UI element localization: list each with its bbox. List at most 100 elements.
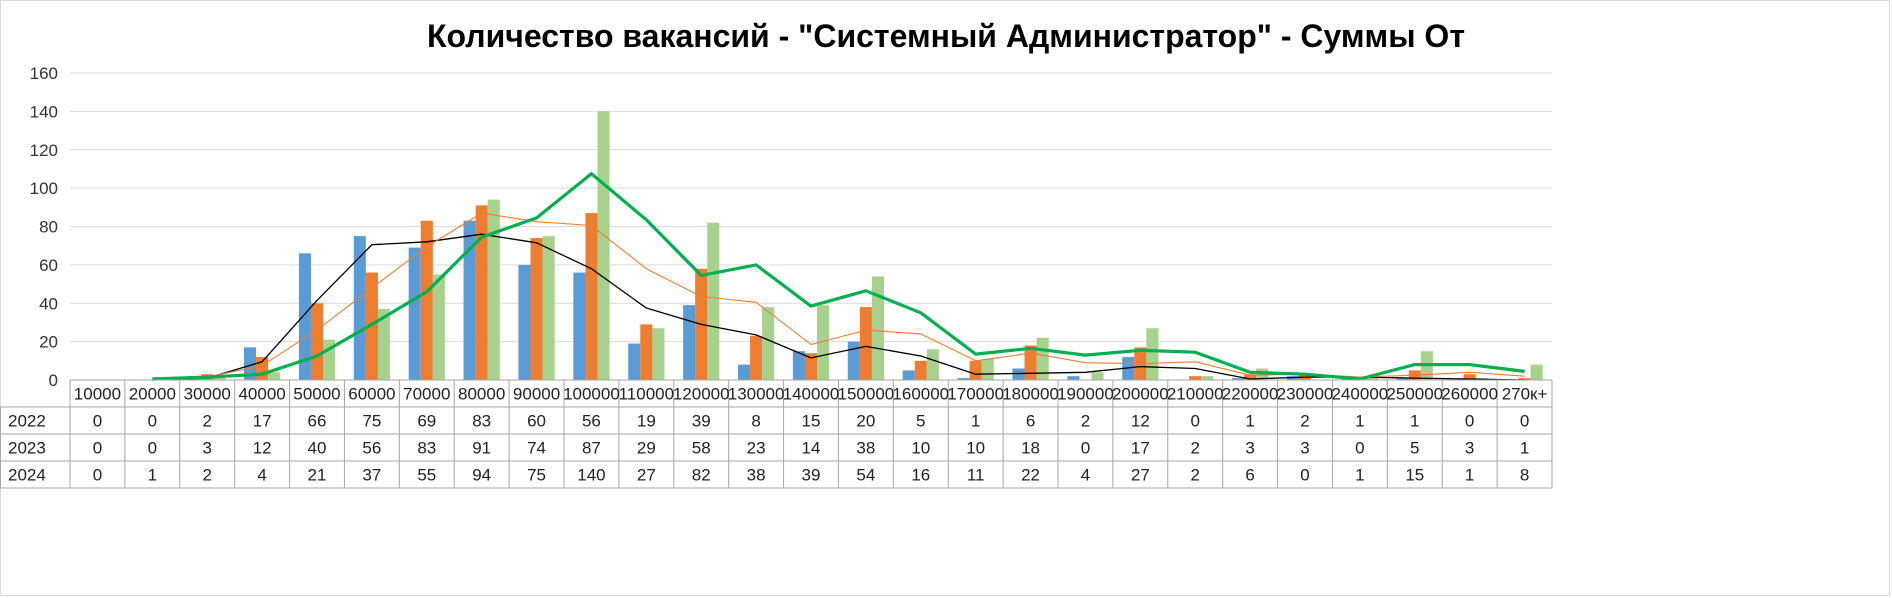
bar-2022-40000 xyxy=(243,347,257,380)
table-cell-2023-160000: 10 xyxy=(911,439,930,458)
table-cell-2022-230000: 2 xyxy=(1300,412,1309,431)
table-cell-2024-230000: 0 xyxy=(1300,466,1309,485)
bar-2023-100000 xyxy=(585,213,598,380)
x-category-label-190000: 190000 xyxy=(1057,385,1114,404)
bar-2023-180000 xyxy=(1024,345,1037,380)
bar-2023-80000 xyxy=(475,205,488,380)
table-cell-2024-240000: 1 xyxy=(1355,466,1364,485)
x-category-label-70000: 70000 xyxy=(403,385,450,404)
table-cell-2024-210000: 2 xyxy=(1190,466,1199,485)
table-cell-2024-100000: 140 xyxy=(577,466,605,485)
chart-title: Количество вакансий - "Системный Админис… xyxy=(427,18,1465,54)
x-category-label-120000: 120000 xyxy=(673,385,730,404)
bar-2024-130000 xyxy=(762,307,775,380)
table-cell-2022-30000: 2 xyxy=(202,412,211,431)
bar-2022-70000 xyxy=(408,247,421,380)
table-cell-2024-190000: 4 xyxy=(1081,466,1090,485)
bar-2024-110000 xyxy=(652,328,665,380)
table-cell-2023-10000: 0 xyxy=(93,439,102,458)
table-cell-2022-100000: 56 xyxy=(582,412,601,431)
table-cell-2023-190000: 0 xyxy=(1081,439,1090,458)
table-cell-2023-20000: 0 xyxy=(148,439,157,458)
bar-2023-110000 xyxy=(640,324,653,380)
table-cell-2023-70000: 83 xyxy=(417,439,436,458)
bar-2024-120000 xyxy=(707,222,720,380)
bar-2023-50000 xyxy=(310,303,324,380)
table-cell-2023-250000: 5 xyxy=(1410,439,1419,458)
table-cell-2023-50000: 40 xyxy=(308,439,327,458)
bar-2023-260000 xyxy=(1463,374,1476,380)
bar-2022-110000 xyxy=(628,343,641,380)
y-tick-label-0: 0 xyxy=(49,371,58,390)
bar-2022-150000 xyxy=(847,341,860,380)
bar-2023-40000 xyxy=(256,356,269,380)
bar-2024-200000 xyxy=(1146,328,1159,380)
bar-2024-30000 xyxy=(213,376,226,380)
trendline-2022 xyxy=(152,233,1525,381)
table-cell-2022-210000: 0 xyxy=(1190,412,1199,431)
table-cell-2024-50000: 21 xyxy=(308,466,327,485)
table-cell-2023-170000: 10 xyxy=(966,439,985,458)
bar-2022-140000 xyxy=(792,351,805,380)
table-cell-2024-120000: 82 xyxy=(692,466,711,485)
y-tick-label-100: 100 xyxy=(30,179,58,198)
table-cell-2024-20000: 1 xyxy=(148,466,157,485)
y-tick-label-60: 60 xyxy=(39,256,58,275)
bar-2022-120000 xyxy=(683,305,696,380)
y-tick-label-120: 120 xyxy=(30,141,58,160)
x-category-label-100000: 100000 xyxy=(563,385,620,404)
bar-2023-70000 xyxy=(420,220,433,380)
table-cell-2023-200000: 17 xyxy=(1131,439,1150,458)
x-category-label-170000: 170000 xyxy=(947,385,1004,404)
table-cell-2022-70000: 69 xyxy=(417,412,436,431)
y-tick-label-140: 140 xyxy=(30,102,58,121)
table-cell-2024-70000: 55 xyxy=(417,466,436,485)
bar-2022-100000 xyxy=(573,272,586,380)
x-category-label-30000: 30000 xyxy=(184,385,231,404)
bar-2024-60000 xyxy=(377,309,391,380)
x-category-label-40000: 40000 xyxy=(238,385,285,404)
bar-2024-170000 xyxy=(981,358,994,380)
table-cell-2024-30000: 2 xyxy=(202,466,211,485)
x-category-label-180000: 180000 xyxy=(1002,385,1059,404)
bar-2023-210000 xyxy=(1189,376,1202,380)
y-tick-label-160: 160 xyxy=(30,64,58,83)
table-cell-2023-230000: 3 xyxy=(1300,439,1309,458)
table-cell-2024-220000: 6 xyxy=(1245,466,1254,485)
bar-2023-150000 xyxy=(859,307,872,380)
bar-2023-130000 xyxy=(750,335,763,380)
table-cell-2023-210000: 2 xyxy=(1190,439,1199,458)
bar-2023-140000 xyxy=(804,353,818,380)
bar-2024-40000 xyxy=(268,372,281,380)
x-category-label-10000: 10000 xyxy=(74,385,121,404)
table-cell-2022-170000: 1 xyxy=(971,412,980,431)
x-category-label-230000: 230000 xyxy=(1277,385,1334,404)
table-cell-2022-60000: 75 xyxy=(362,412,381,431)
table-cell-2023-240000: 0 xyxy=(1355,439,1364,458)
table-cell-2023-180000: 18 xyxy=(1021,439,1040,458)
bar-2023-160000 xyxy=(914,360,927,380)
bar-2022-50000 xyxy=(298,253,311,380)
table-cell-2024-150000: 54 xyxy=(856,466,875,485)
x-category-label-270к+: 270к+ xyxy=(1502,385,1548,404)
table-cell-2022-150000: 20 xyxy=(856,412,875,431)
bar-2022-170000 xyxy=(957,378,970,380)
bar-2024-90000 xyxy=(542,236,555,380)
table-cell-2022-250000: 1 xyxy=(1410,412,1419,431)
table-cell-2024-90000: 75 xyxy=(527,466,546,485)
table-cell-2022-110000: 19 xyxy=(637,412,656,431)
x-category-label-140000: 140000 xyxy=(783,385,840,404)
x-category-label-210000: 210000 xyxy=(1167,385,1224,404)
x-category-label-240000: 240000 xyxy=(1332,385,1389,404)
table-cell-2024-170000: 11 xyxy=(967,466,985,485)
x-category-label-130000: 130000 xyxy=(728,385,785,404)
table-cell-2023-40000: 12 xyxy=(253,439,272,458)
table-cell-2023-220000: 3 xyxy=(1245,439,1254,458)
table-cell-2022-200000: 12 xyxy=(1131,412,1150,431)
y-tick-label-40: 40 xyxy=(39,294,58,313)
table-cell-2024-260000: 1 xyxy=(1465,466,1474,485)
table-cell-2022-80000: 83 xyxy=(472,412,491,431)
table-cell-2022-220000: 1 xyxy=(1245,412,1254,431)
bar-2022-220000 xyxy=(1231,378,1245,380)
